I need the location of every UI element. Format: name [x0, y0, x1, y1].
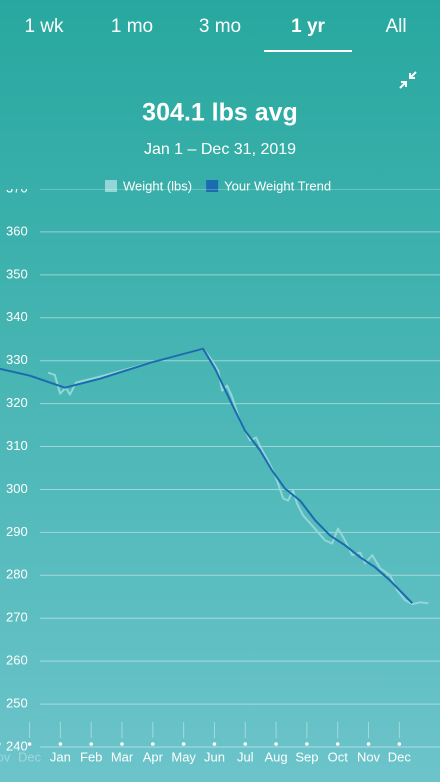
legend-label: Your Weight Trend — [224, 178, 331, 193]
y-tick-label: 300 — [6, 481, 28, 496]
y-tick-label: 370 — [6, 180, 28, 195]
x-tick-dot — [27, 742, 32, 746]
legend-swatch — [206, 180, 219, 192]
chart-subtitle: Jan 1 – Dec 31, 2019 — [144, 141, 296, 158]
x-tick-label: Apr — [143, 749, 164, 764]
x-tick-label: Dec — [388, 749, 412, 764]
x-tick-label: Aug — [265, 749, 288, 764]
x-tick-dot — [181, 742, 186, 746]
y-tick-label: 350 — [6, 266, 28, 281]
y-tick-label: 360 — [6, 223, 28, 238]
tab[interactable]: 1 yr — [291, 16, 325, 37]
legend-label: Weight (lbs) — [123, 178, 192, 193]
x-tick-dot — [151, 742, 155, 746]
y-tick-label: 320 — [6, 395, 28, 410]
x-tick-label: Oct — [328, 749, 349, 764]
tab-bar: 1 wk 1 mo 3 mo 1 yr All — [24, 16, 407, 52]
y-tick-label: 280 — [6, 567, 28, 582]
y-tick-label: 310 — [6, 438, 28, 453]
x-tick-label: Feb — [80, 749, 102, 764]
x-tick-label: Jun — [204, 749, 225, 764]
x-tick-dot — [58, 742, 63, 746]
x-tick-label: Jul — [237, 749, 254, 764]
x-tick-dot — [366, 742, 371, 746]
collapse-icon — [399, 71, 417, 89]
series-line — [0, 347, 414, 604]
x-tick-label: May — [171, 749, 196, 764]
collapse-button[interactable] — [399, 71, 417, 89]
x-tick-dot — [397, 742, 402, 746]
x-tick-dot — [212, 742, 217, 746]
legend: Weight (lbs) Your Weight Trend — [105, 178, 331, 193]
plot: 240 250 260 270 280 290 300 310 320 330 340 350 360 3… — [0, 180, 440, 764]
y-tick-label: 240 — [6, 738, 28, 753]
chart-title: 304.1 lbs avg — [142, 99, 298, 127]
tab[interactable]: 1 wk — [24, 16, 64, 37]
x-tick-dot — [120, 742, 124, 746]
y-tick-label: 330 — [6, 352, 28, 367]
x-tick-label: Jan — [50, 749, 71, 764]
legend-swatch — [105, 180, 117, 192]
tab-underline — [264, 50, 352, 52]
x-tick-label: Nov — [357, 749, 381, 764]
x-tick-dot — [274, 742, 278, 746]
tab[interactable]: 1 mo — [111, 16, 153, 37]
y-tick-label: 340 — [6, 309, 28, 324]
x-tick-label: Mar — [111, 749, 134, 764]
tab[interactable]: 3 mo — [199, 16, 241, 37]
x-tick-dot — [0, 742, 1, 746]
y-tick-label: 250 — [6, 696, 28, 711]
x-tick-label: Nov — [0, 749, 11, 764]
x-tick-dot — [243, 742, 248, 746]
x-tick-dot — [305, 742, 309, 746]
x-tick-dot — [89, 742, 94, 746]
x-tick-label: Dec — [18, 749, 42, 764]
y-tick-label: 260 — [6, 653, 28, 668]
x-tick-label: Sep — [295, 749, 318, 764]
y-tick-label: 270 — [6, 610, 28, 625]
y-tick-label: 290 — [6, 524, 28, 539]
x-tick-dot — [335, 742, 340, 746]
tab[interactable]: All — [385, 16, 406, 37]
